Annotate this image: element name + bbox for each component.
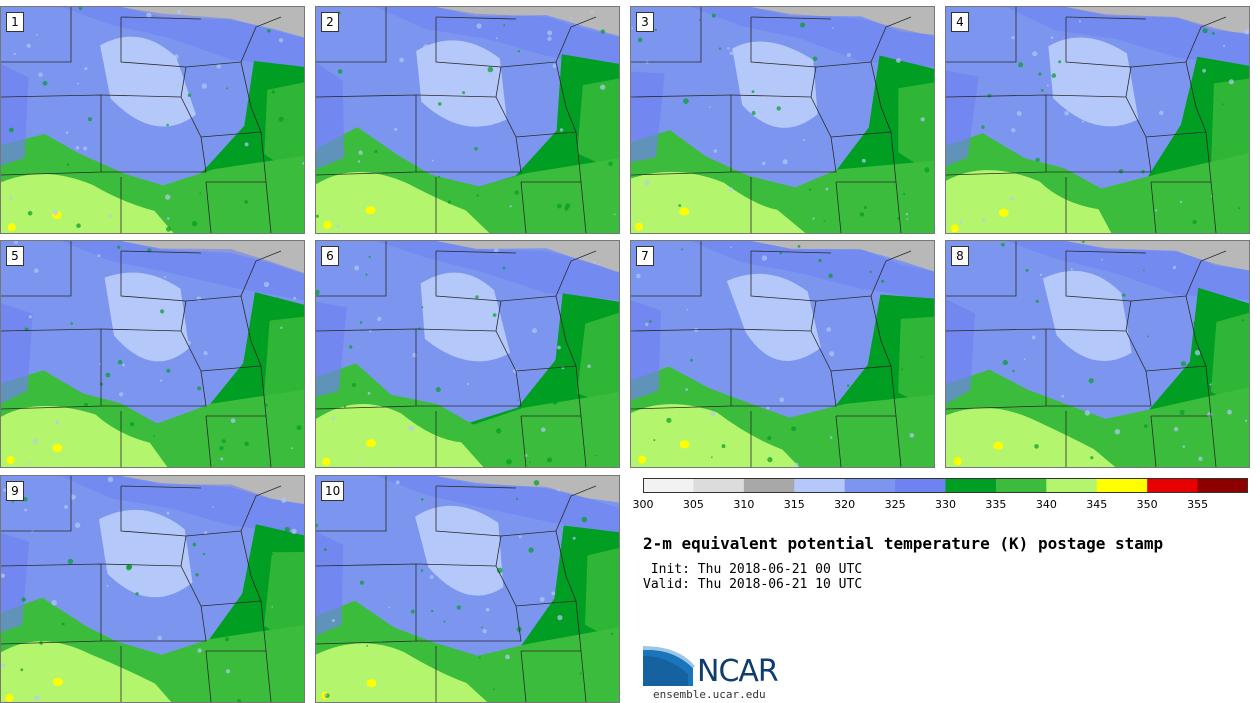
map-panel-7: 7 xyxy=(630,240,935,468)
map-panel-4: 4 xyxy=(945,6,1250,234)
ncar-logo-icon xyxy=(643,646,695,686)
map-panel-10: 10 xyxy=(315,475,620,703)
colorbar-swatch xyxy=(1046,478,1098,493)
panel-number: 2 xyxy=(321,12,339,32)
colorbar-tick-label: 335 xyxy=(985,498,1007,511)
colorbar xyxy=(643,478,1248,494)
colorbar-swatch xyxy=(1197,478,1248,493)
map-image xyxy=(631,241,934,467)
colorbar-tick-label: 325 xyxy=(884,498,906,511)
panel-number: 1 xyxy=(6,12,24,32)
colorbar-swatch xyxy=(895,478,946,493)
init-time: Init: Thu 2018-06-21 00 UTC xyxy=(643,562,863,577)
colorbar-swatch xyxy=(995,478,1047,493)
panel-number: 3 xyxy=(636,12,654,32)
colorbar-tick-label: 345 xyxy=(1086,498,1108,511)
map-image xyxy=(1,241,304,467)
colorbar-swatch xyxy=(794,478,846,493)
map-panel-1: 1 xyxy=(0,6,305,234)
map-panel-8: 8 xyxy=(945,240,1250,468)
map-panel-3: 3 xyxy=(630,6,935,234)
map-image xyxy=(1,7,304,233)
colorbar-tick-label: 350 xyxy=(1136,498,1158,511)
colorbar-swatch xyxy=(1147,478,1199,493)
panel-number: 9 xyxy=(6,481,24,501)
colorbar-tick-label: 315 xyxy=(783,498,805,511)
map-image xyxy=(316,241,619,467)
colorbar-tick-label: 320 xyxy=(834,498,856,511)
colorbar-swatches xyxy=(643,478,1248,493)
colorbar-tick-label: 310 xyxy=(733,498,755,511)
panel-number: 7 xyxy=(636,246,654,266)
panel-number: 10 xyxy=(321,481,345,501)
colorbar-tick-label: 340 xyxy=(1035,498,1057,511)
logo-text: NCAR xyxy=(697,654,779,689)
colorbar-tick-label: 355 xyxy=(1187,498,1209,511)
colorbar-tick-label: 300 xyxy=(632,498,654,511)
map-panel-2: 2 xyxy=(315,6,620,234)
colorbar-tick-label: 305 xyxy=(682,498,704,511)
map-image xyxy=(631,7,934,233)
map-image xyxy=(316,7,619,233)
map-image xyxy=(316,476,619,702)
panel-number: 6 xyxy=(321,246,339,266)
colorbar-swatch xyxy=(844,478,896,493)
map-image xyxy=(946,7,1249,233)
colorbar-swatch xyxy=(643,478,694,493)
map-panel-6: 6 xyxy=(315,240,620,468)
map-panel-5: 5 xyxy=(0,240,305,468)
panel-number: 8 xyxy=(951,246,969,266)
map-image xyxy=(1,476,304,702)
map-image xyxy=(946,241,1249,467)
colorbar-swatch xyxy=(743,478,795,493)
valid-time: Valid: Thu 2018-06-21 10 UTC xyxy=(643,577,863,592)
panel-number: 5 xyxy=(6,246,24,266)
figure-title: 2-m equivalent potential temperature (K)… xyxy=(643,534,1164,553)
colorbar-swatch xyxy=(693,478,745,493)
panel-number: 4 xyxy=(951,12,969,32)
colorbar-swatch xyxy=(1096,478,1148,493)
map-panel-9: 9 xyxy=(0,475,305,703)
site-url: ensemble.ucar.edu xyxy=(653,688,766,701)
colorbar-tick-label: 330 xyxy=(935,498,956,511)
colorbar-swatch xyxy=(945,478,997,493)
